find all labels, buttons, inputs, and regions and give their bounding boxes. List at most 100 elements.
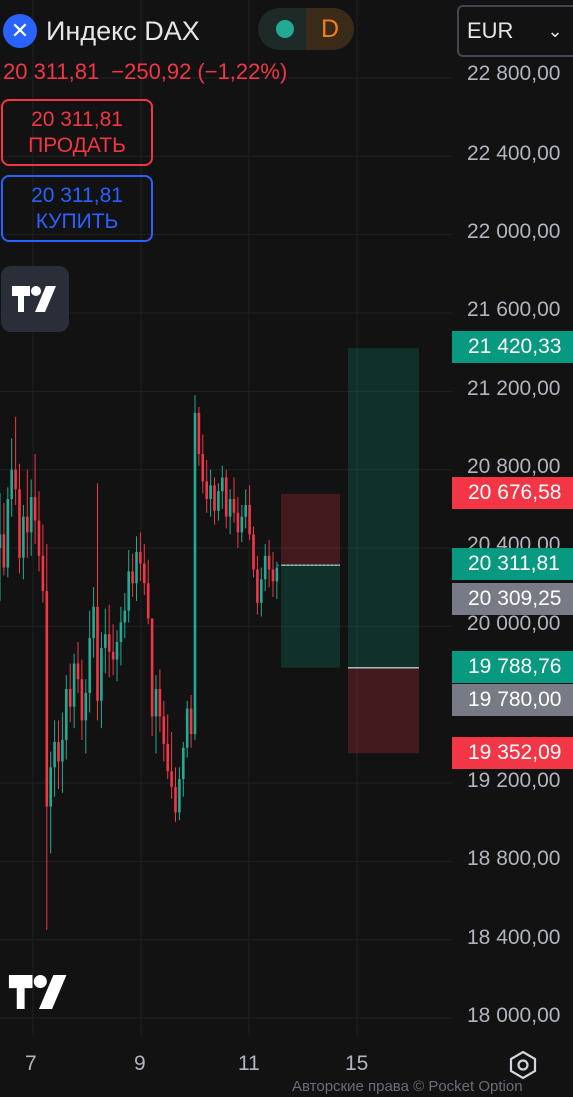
sell-button[interactable]: 20 311,81 ПРОДАТЬ — [1, 99, 153, 166]
candle-body — [232, 499, 236, 513]
candle-body — [170, 771, 173, 787]
candle-body — [228, 499, 232, 517]
candle — [217, 483, 220, 521]
candle-body — [127, 571, 130, 611]
currency-value: EUR — [467, 18, 514, 43]
candle — [201, 434, 205, 494]
candle — [111, 624, 115, 676]
candle — [154, 675, 158, 754]
candle-body — [68, 689, 72, 707]
candle — [80, 659, 84, 740]
candle — [72, 653, 76, 729]
short-position-profit-zone[interactable] — [281, 565, 340, 668]
candle — [131, 553, 134, 597]
candle — [240, 504, 244, 543]
chart-settings-button[interactable] — [506, 1048, 540, 1082]
candle-body — [119, 622, 123, 642]
hexagon-settings-icon — [509, 1050, 537, 1080]
candle-body — [49, 767, 52, 807]
candle-body — [65, 689, 68, 740]
candle-body — [236, 512, 240, 533]
sell-label: ПРОДАТЬ — [28, 133, 126, 157]
candle-body — [88, 638, 91, 693]
candle-body — [0, 534, 2, 548]
candle — [244, 489, 247, 529]
candle-body — [29, 497, 33, 533]
market-open-dot-icon — [276, 20, 294, 38]
price-axis-label: 22 800,00 — [467, 62, 561, 85]
buy-button[interactable]: 20 311,81 КУПИТЬ — [1, 175, 153, 242]
candle — [209, 469, 212, 517]
candle-body — [2, 534, 6, 568]
candle — [213, 477, 216, 525]
candle-body — [162, 716, 166, 744]
candle-body — [92, 606, 95, 639]
candle — [49, 751, 52, 854]
candle — [189, 694, 193, 748]
long-position-profit-zone[interactable] — [348, 348, 419, 668]
market-status-pill[interactable]: D — [258, 8, 354, 50]
position-boxes[interactable] — [281, 348, 419, 754]
tradingview-logo-button[interactable] — [1, 266, 69, 332]
candle — [26, 469, 29, 558]
currency-select[interactable]: EUR ⌄ — [457, 5, 573, 57]
candle-body — [139, 551, 142, 564]
candle-body — [260, 579, 263, 603]
long-position-stop-zone[interactable] — [348, 667, 419, 754]
candle-body — [158, 689, 162, 717]
candle-body — [115, 642, 119, 660]
candle — [107, 604, 111, 678]
candle — [271, 551, 275, 597]
quote-line: 20 311,81 −250,92 (−1,22%) — [3, 59, 299, 85]
candle — [18, 463, 21, 574]
price-axis-label: 22 000,00 — [467, 220, 561, 243]
tradingview-logo-icon — [12, 286, 56, 312]
candle — [221, 465, 224, 509]
candle-body — [185, 708, 189, 748]
close-x-icon[interactable]: ✕ — [3, 14, 37, 48]
candle — [146, 559, 150, 625]
candle-body — [146, 583, 150, 619]
candle — [100, 632, 103, 729]
candle — [139, 532, 142, 582]
candle — [88, 610, 91, 713]
price-axis-label: 18 400,00 — [467, 926, 561, 949]
candle — [76, 642, 80, 693]
candle-body — [263, 555, 267, 580]
price-axis-label: 21 600,00 — [467, 298, 561, 321]
price-axis-label: 21 200,00 — [467, 377, 561, 400]
sell-price: 20 311,81 — [31, 107, 123, 131]
time-axis-label: 9 — [134, 1052, 146, 1075]
buy-label: КУПИТЬ — [35, 209, 119, 233]
session-badge: D — [306, 8, 354, 50]
candle — [127, 549, 130, 623]
candle — [14, 416, 17, 505]
candle-body — [182, 747, 185, 780]
candle — [170, 732, 173, 799]
candle-body — [18, 489, 21, 558]
candle — [57, 720, 60, 789]
candle — [6, 487, 10, 578]
symbol-header[interactable]: ✕ Индекс DAX — [0, 8, 200, 54]
candle-body — [57, 741, 60, 762]
candle — [22, 504, 25, 580]
candle — [267, 540, 271, 588]
short-position-stop-zone[interactable] — [281, 493, 340, 566]
candle-body — [178, 779, 181, 813]
candle — [252, 526, 255, 578]
position-entry-price-badge: 19 780,00 — [452, 684, 573, 716]
candle-body — [111, 651, 115, 660]
time-axis-label: 7 — [25, 1052, 37, 1075]
candle-body — [26, 516, 29, 533]
candle-body — [131, 571, 134, 584]
price-change: −250,92 — [111, 59, 192, 84]
candle — [10, 438, 13, 517]
candle — [205, 459, 208, 513]
candle-body — [22, 516, 25, 558]
candle — [143, 544, 146, 595]
candle-body — [166, 743, 169, 772]
candle — [37, 491, 41, 572]
candle — [248, 485, 251, 541]
candle-body — [107, 634, 111, 652]
